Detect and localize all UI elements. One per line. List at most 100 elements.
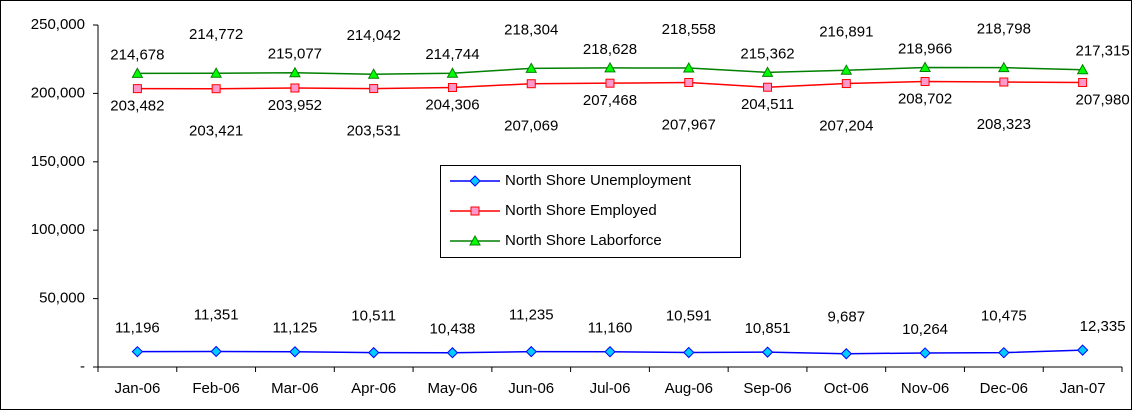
legend-marker (470, 206, 480, 216)
data-point (920, 76, 930, 86)
x-tick-label: Aug-06 (665, 380, 713, 397)
data-label: 214,042 (347, 27, 401, 44)
data-point (999, 77, 1009, 87)
data-point (997, 61, 1010, 73)
data-point (919, 61, 931, 72)
y-tick-label: - (80, 358, 85, 375)
data-point (525, 62, 538, 73)
data-label: 215,362 (740, 45, 794, 62)
data-point (131, 345, 144, 358)
data-point (684, 78, 694, 88)
data-label: 10,475 (981, 308, 1027, 325)
data-label: 214,678 (110, 46, 164, 63)
data-point (446, 347, 459, 359)
data-label: 214,744 (425, 46, 479, 63)
legend-marker (469, 234, 481, 246)
data-label: 218,798 (977, 21, 1031, 38)
data-point (210, 67, 223, 78)
data-label: 217,315 (1075, 43, 1129, 60)
data-point (367, 68, 380, 79)
y-tick-label: 150,000 (31, 153, 85, 170)
data-label: 207,204 (819, 118, 873, 135)
data-label: 207,967 (662, 116, 716, 133)
x-tick-label: Jan-07 (1060, 380, 1106, 397)
data-point (446, 67, 459, 78)
data-label: 203,952 (268, 97, 322, 114)
data-label: 218,558 (662, 21, 716, 38)
data-point (289, 66, 301, 78)
data-point (526, 79, 536, 89)
data-label: 218,304 (504, 21, 558, 38)
data-point (604, 346, 616, 358)
x-tick-label: Jun-06 (508, 380, 554, 397)
data-point (1076, 63, 1089, 75)
data-label: 10,264 (902, 321, 948, 338)
data-label: 11,160 (588, 320, 633, 337)
x-tick-label: Apr-06 (351, 380, 396, 397)
x-tick-label: Mar-06 (271, 380, 319, 397)
data-label: 10,438 (430, 321, 476, 338)
data-point (210, 345, 222, 358)
data-point (840, 348, 853, 360)
data-label: 10,851 (745, 320, 791, 337)
y-tick-label: 250,000 (31, 16, 85, 33)
data-point (289, 346, 301, 358)
y-tick-label: 50,000 (39, 290, 85, 307)
data-label: 204,306 (425, 96, 479, 113)
data-label: 207,980 (1075, 91, 1129, 108)
data-point (525, 345, 537, 358)
legend-marker (469, 175, 481, 187)
data-point (131, 67, 144, 78)
data-point (682, 61, 695, 73)
data-label: 214,772 (189, 26, 243, 43)
data-label: 10,591 (666, 307, 712, 324)
x-tick-label: Jul-06 (590, 380, 631, 397)
data-point (761, 66, 774, 77)
data-label: 11,351 (194, 306, 239, 323)
x-tick-label: Oct-06 (824, 380, 869, 397)
legend-label: North Shore Unemployment (505, 172, 692, 189)
data-label: 207,468 (583, 92, 637, 109)
data-label: 215,077 (268, 46, 322, 63)
data-point (761, 346, 774, 358)
y-tick-label: 100,000 (31, 221, 85, 238)
data-label: 203,482 (110, 98, 164, 115)
data-label: 218,628 (583, 41, 637, 58)
data-label: 203,421 (189, 123, 243, 140)
data-point (605, 78, 615, 88)
legend-label: North Shore Laborforce (505, 232, 662, 249)
data-label: 9,687 (828, 309, 866, 326)
data-point (998, 346, 1010, 359)
legend-label: North Shore Employed (505, 202, 657, 219)
data-label: 216,891 (819, 23, 873, 40)
x-tick-label: Feb-06 (192, 380, 240, 397)
x-tick-label: Nov-06 (901, 380, 949, 397)
data-point (683, 346, 695, 359)
data-point (1076, 344, 1089, 356)
data-point (132, 84, 142, 94)
data-label: 218,966 (898, 40, 952, 57)
data-point (369, 84, 379, 94)
data-point (290, 83, 300, 93)
data-label: 207,069 (504, 118, 558, 135)
data-label: 204,511 (741, 96, 794, 113)
data-point (840, 64, 853, 75)
data-point (211, 84, 221, 94)
data-point (367, 346, 380, 359)
data-label: 11,235 (509, 307, 554, 324)
y-tick-label: 200,000 (31, 84, 85, 101)
x-tick-label: Jan-06 (114, 380, 160, 397)
data-label: 10,511 (351, 308, 396, 325)
x-tick-label: Dec-06 (980, 380, 1028, 397)
data-label: 11,196 (115, 320, 160, 337)
data-label: 208,702 (898, 90, 952, 107)
data-point (919, 347, 931, 359)
data-label: 12,335 (1080, 318, 1126, 335)
data-label: 208,323 (977, 116, 1031, 133)
x-tick-label: May-06 (427, 380, 477, 397)
data-point (763, 82, 773, 92)
data-point (447, 83, 457, 93)
data-point (604, 61, 616, 73)
data-point (841, 79, 851, 89)
